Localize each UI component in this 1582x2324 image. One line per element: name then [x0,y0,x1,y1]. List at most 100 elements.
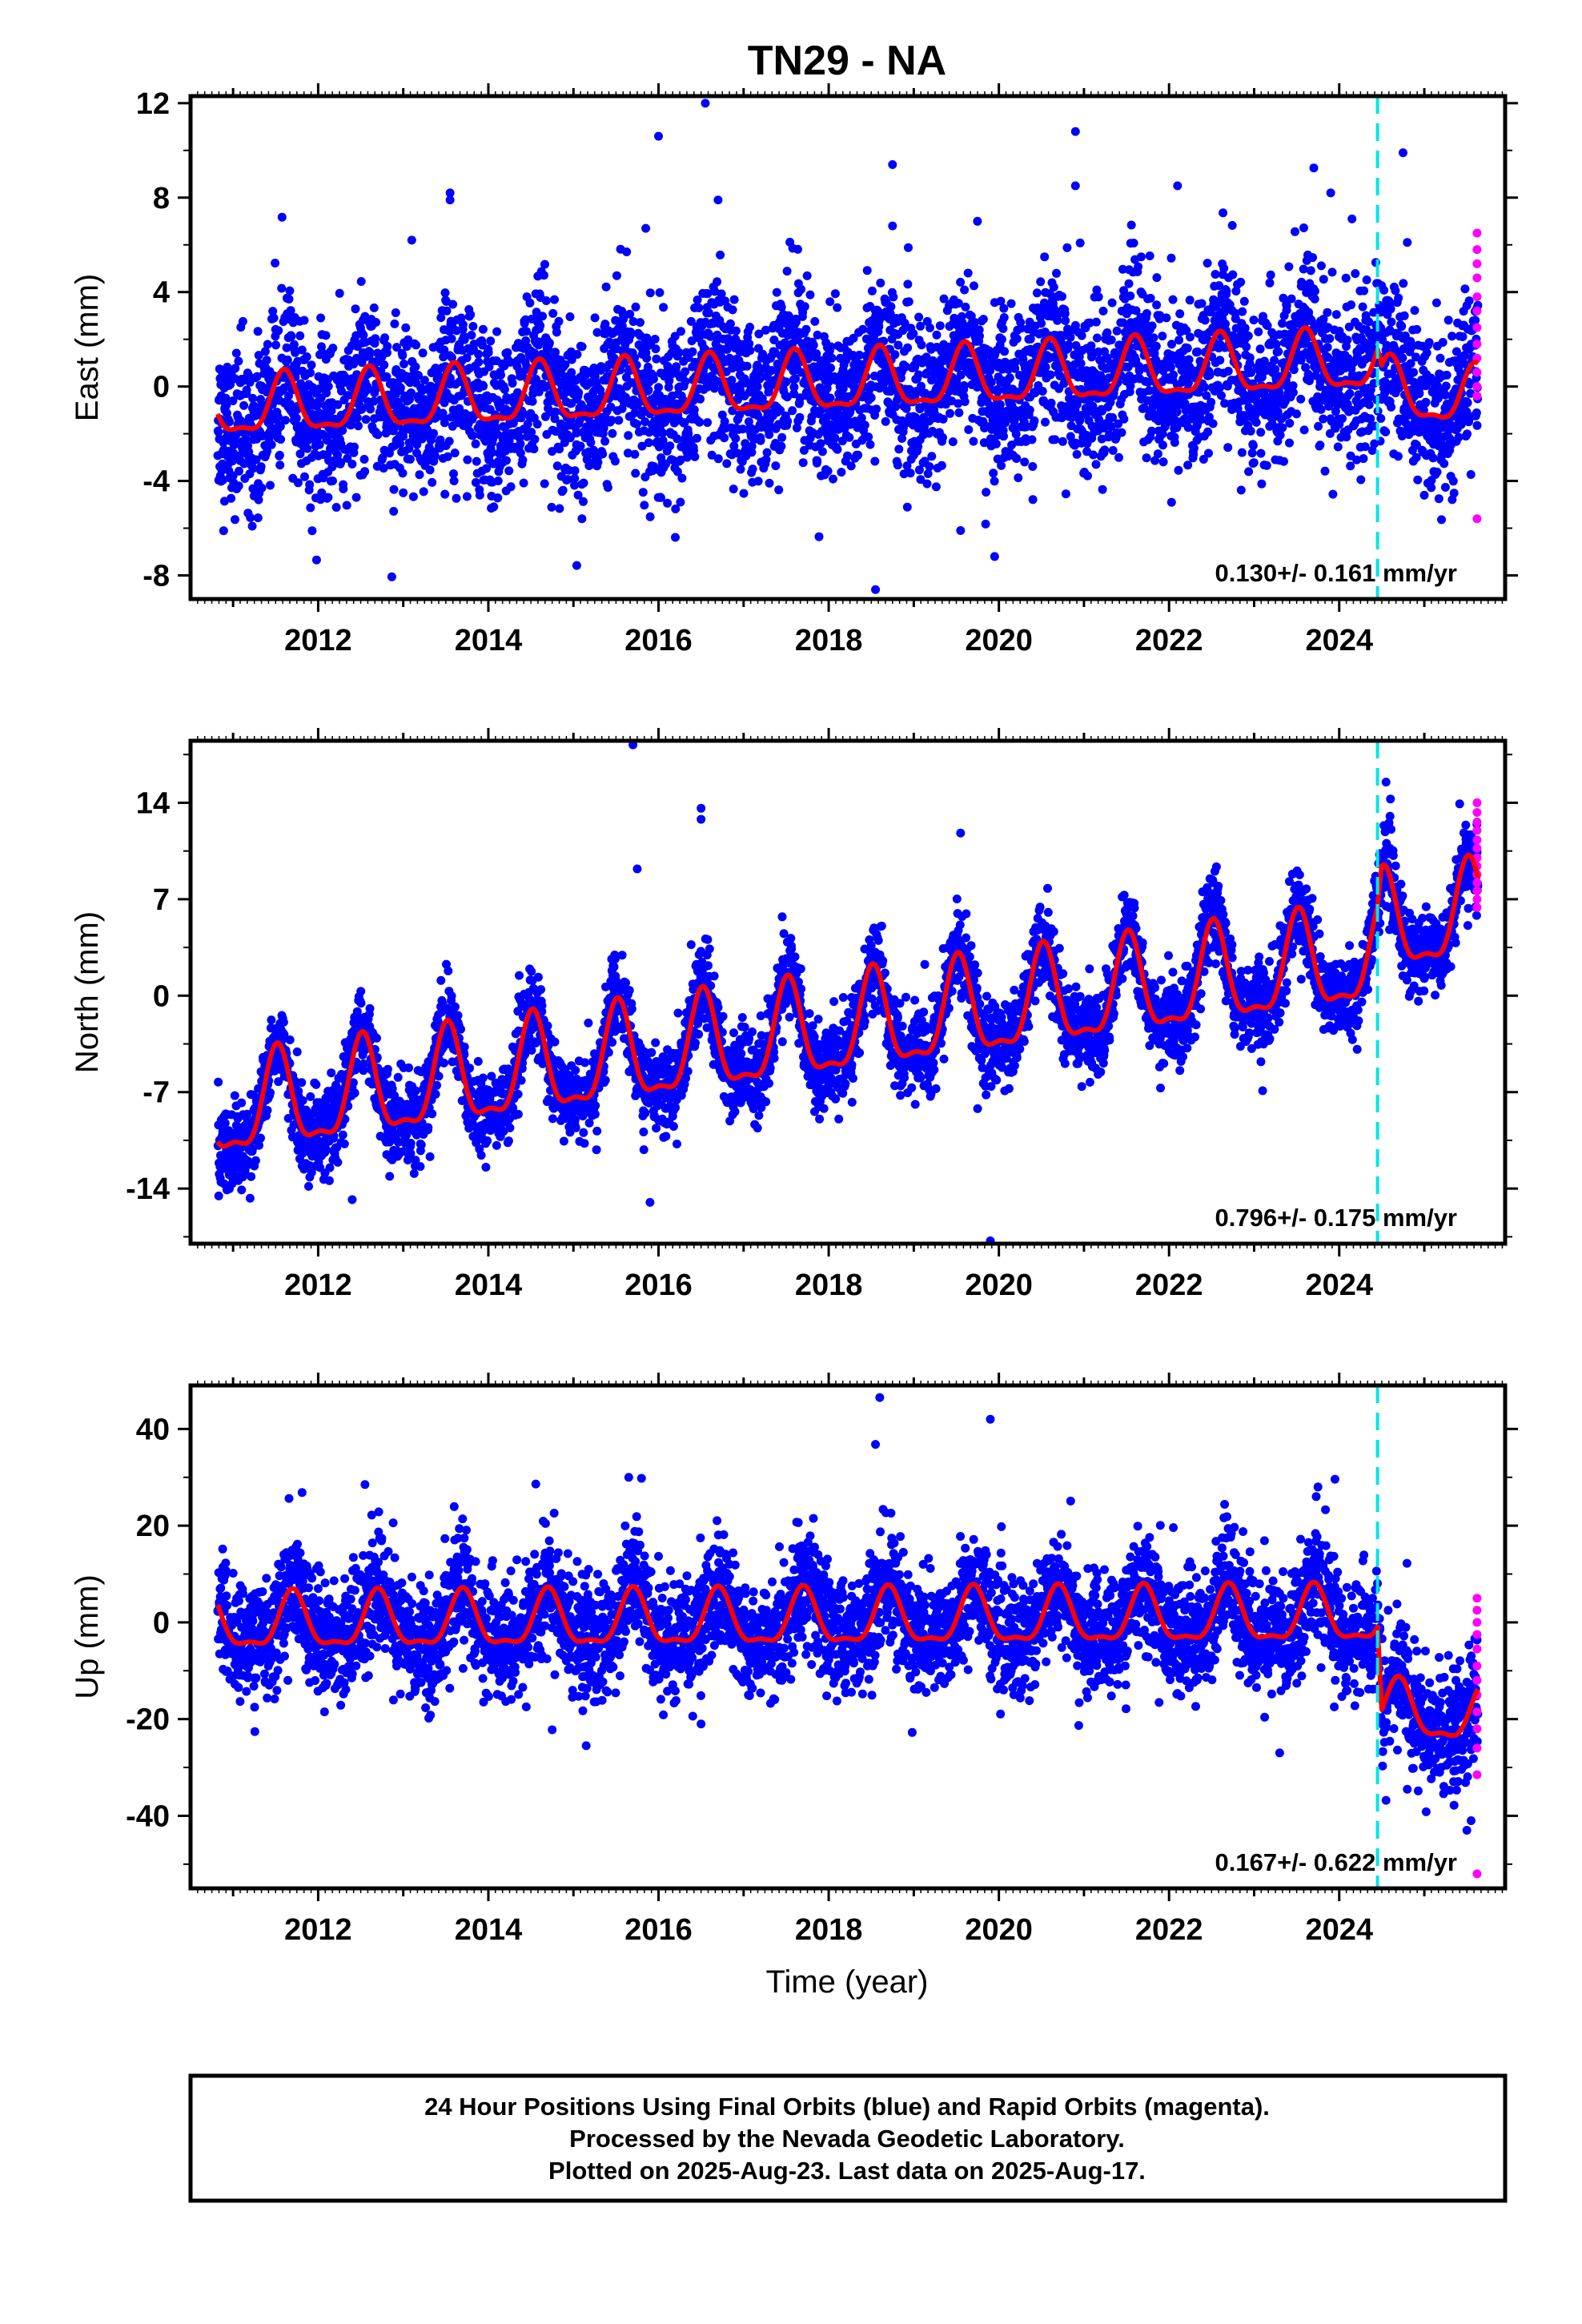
data-point [1327,267,1337,277]
data-point [886,302,896,312]
data-point [1098,485,1107,494]
data-point [650,335,660,344]
data-point [963,268,973,278]
data-point [1091,317,1101,327]
data-point [876,278,885,287]
data-point [1049,283,1058,292]
data-point [1098,306,1108,316]
data-point [1112,326,1122,336]
data-point [1358,302,1367,312]
data-point [263,446,272,456]
data-point [774,485,784,495]
data-point [777,441,786,451]
data-point [1129,239,1138,247]
data-point [496,370,505,380]
data-point [300,472,309,481]
data-point [1151,341,1161,351]
data-point [677,473,687,483]
data-point [926,323,934,332]
data-point [739,489,749,498]
data-point [1343,336,1352,345]
data-point [1376,414,1386,423]
data-point [870,456,880,466]
data-point [837,468,846,477]
data-point [681,367,690,376]
data-point [297,345,307,355]
data-point [1153,449,1162,459]
data-point [1243,332,1253,340]
data-point [1046,398,1056,408]
data-point [463,455,472,464]
data-point [1215,356,1225,365]
data-point [1320,466,1330,476]
data-point [217,465,227,475]
data-point [1142,309,1151,318]
data-point [612,271,621,280]
data-point [570,473,580,483]
data-point [1366,414,1375,424]
data-point [1240,324,1250,333]
data-point [1197,299,1207,308]
data-point [864,432,873,442]
data-point [681,377,690,386]
data-point [1387,317,1396,327]
x-tick-label: 2014 [455,624,523,657]
data-point [299,316,309,325]
data-point [1027,435,1037,444]
data-point [671,533,680,542]
data-point [1242,342,1251,352]
data-point [354,421,363,431]
data-point [540,479,549,489]
data-point [254,351,263,360]
data-point [1347,300,1356,310]
data-point [1108,446,1118,455]
data-point [253,327,263,336]
data-point [1345,388,1355,398]
data-point [347,460,357,468]
data-point [1245,353,1255,363]
data-point [478,324,488,334]
x-tick-label: 2018 [795,624,863,657]
data-point [638,488,648,497]
data-point [338,426,347,435]
data-point [361,415,371,424]
data-point [302,352,311,361]
data-point [339,485,348,493]
data-point [1186,332,1195,342]
data-point [648,374,658,384]
data-point [550,295,559,304]
data-point [1183,460,1193,470]
data-point [1223,367,1233,376]
x-tick-label: 2020 [965,624,1033,657]
data-point [1203,427,1213,436]
data-point [486,336,496,346]
data-point [608,428,617,438]
data-point [927,452,937,461]
data-point [246,513,255,522]
data-point [1006,299,1016,308]
data-point [1174,336,1184,345]
data-point [468,322,478,331]
data-point [601,282,611,292]
data-point [227,493,236,503]
data-point [1106,336,1116,344]
data-point [788,406,797,416]
data-point [572,350,582,359]
data-point [547,502,556,512]
data-point [998,324,1008,333]
data-point [283,355,292,364]
data-point [351,493,361,502]
data-point [825,297,835,307]
data-point [975,332,984,341]
data-point [1166,363,1175,372]
data-point [1333,442,1343,452]
data-point [845,432,854,442]
data-point [337,386,346,396]
data-point [1248,441,1258,450]
data-point [357,404,367,414]
data-point [672,362,681,372]
data-point [306,503,315,513]
data-point [1254,327,1263,336]
data-point [1227,221,1237,230]
